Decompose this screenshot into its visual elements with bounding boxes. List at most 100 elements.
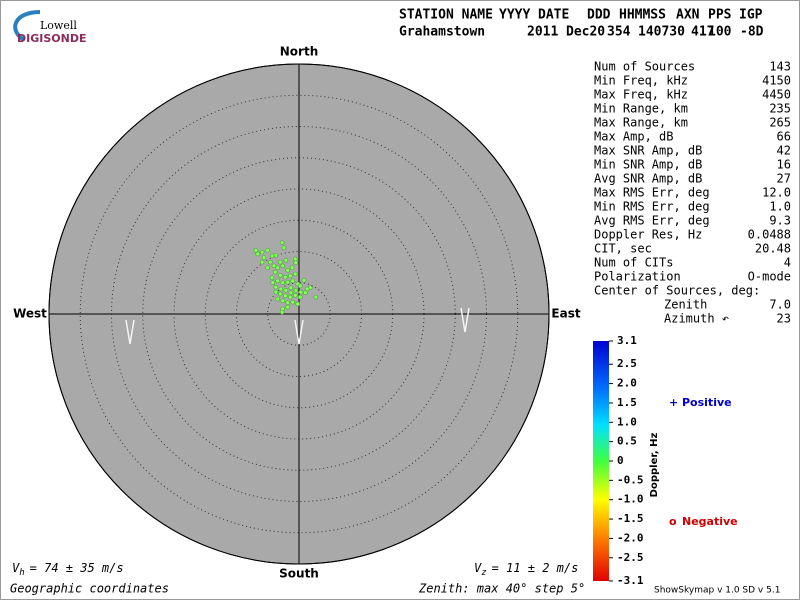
source-point (297, 283, 303, 289)
colorbar-tick-label: -2.0 (617, 531, 644, 544)
velocity-text: = 74 ± 35 m/s (30, 561, 124, 575)
stat-label: Min SNR Amp, dB (594, 158, 702, 172)
colorbar-tick-label: 2.5 (617, 357, 637, 370)
source-point (280, 280, 286, 286)
header-value: Grahamstown (399, 25, 485, 40)
source-point (271, 263, 277, 269)
colorbar-tick-label: 2.0 (617, 377, 637, 390)
source-point (304, 286, 310, 292)
compass-north: North (280, 45, 318, 59)
header-label: HHMMSS (619, 8, 666, 23)
header-value: -8D (740, 25, 764, 40)
version-note: ShowSkymap v 1.0 SD v 5.1 (654, 586, 780, 596)
colorbar-tick-label: -1.0 (617, 493, 644, 506)
source-point (288, 285, 294, 291)
source-point (253, 247, 259, 253)
compass-east: East (551, 307, 580, 321)
header-label: YYYY (499, 8, 530, 23)
stat-label: CIT, sec (594, 242, 652, 256)
logo-bottom: DIGISONDE (17, 32, 86, 45)
stat-value: 1.0 (769, 200, 791, 214)
source-point (302, 290, 308, 296)
source-point (259, 249, 265, 255)
source-point (280, 298, 286, 304)
source-point (301, 277, 307, 283)
source-point (259, 259, 265, 265)
header-value: Dec20 (566, 25, 605, 40)
colorbar-tick-label: 1.5 (617, 396, 637, 409)
zenith-note: Zenith: max 40° step 5° (418, 582, 585, 596)
source-point (279, 309, 285, 315)
source-point (282, 293, 288, 299)
stat-value: 20.48 (755, 242, 791, 256)
colorbar-tick-label: -1.5 (617, 512, 644, 525)
stat-value: 235 (769, 102, 791, 116)
colorbar-tick-label: 1.0 (617, 415, 637, 428)
stat-label: Doppler Res, Hz (594, 228, 702, 242)
source-point (292, 256, 298, 262)
colorbar-tick-label: -2.5 (617, 551, 644, 564)
source-point (279, 240, 285, 246)
source-point (285, 279, 291, 285)
source-point (255, 251, 261, 257)
colorbar-tick-label: 0 (617, 454, 624, 467)
header-value: 354 (607, 25, 631, 40)
source-point (283, 287, 289, 293)
compass-south: South (279, 567, 319, 581)
colorbar-tick-label: 0.5 (617, 435, 637, 448)
stat-value: 0.0488 (748, 228, 791, 242)
source-point (290, 278, 296, 284)
source-point (313, 294, 319, 300)
source-point (285, 300, 291, 306)
stats: Num of Sources 143 Min Freq, kHz 4150 Max Fr… (594, 60, 791, 588)
source-point (298, 289, 304, 295)
source-point (280, 263, 286, 269)
source-point (288, 290, 294, 296)
source-point (275, 296, 281, 302)
source-point (265, 265, 271, 271)
velocity-sub: h (19, 568, 24, 578)
source-point (289, 265, 295, 271)
source-point (269, 275, 275, 281)
stat-value: O-mode (748, 270, 791, 284)
source-point (297, 294, 303, 300)
stat-value: 4150 (762, 74, 791, 88)
source-point (277, 291, 283, 297)
stat-value: 265 (769, 116, 791, 130)
header-label: STATION NAME (399, 8, 493, 23)
source-point (270, 280, 276, 286)
header-label: DDD (587, 8, 611, 23)
stat-label: Max Amp, dB (594, 130, 673, 144)
stat-value: 4 (784, 256, 791, 270)
colorbar-tick-label: -0.5 (617, 473, 644, 486)
skymap: North South West East (13, 45, 581, 581)
stat-label: Num of CITs (594, 256, 673, 270)
antenna-mark (125, 319, 135, 345)
source-point (275, 265, 281, 271)
antenna-mark (460, 307, 470, 333)
stat-value: 12.0 (762, 186, 791, 200)
velocity-symbol: V (12, 561, 20, 575)
legend-name: Negative (682, 515, 738, 528)
compass-west: West (13, 307, 47, 321)
source-point (292, 292, 298, 298)
stat-label: Max SNR Amp, dB (594, 144, 702, 158)
source-point (285, 267, 291, 273)
header-label: PPS (708, 8, 732, 23)
source-point (272, 269, 278, 275)
velocity-symbol: V (474, 561, 482, 575)
header-value: 140730 (638, 25, 685, 40)
source-point (275, 278, 281, 284)
colorbar-label: Doppler, Hz (649, 433, 660, 498)
stat-value: 16 (777, 158, 791, 172)
header-value: 2011 (527, 25, 558, 40)
stat-value: 42 (777, 144, 791, 158)
header: STATION NAME YYYY DATE DDD HHMMSS AXN PPS IGP Gr… (399, 8, 764, 40)
stat-value: 9.3 (769, 214, 791, 228)
legend-name: Positive (682, 396, 732, 409)
source-point (269, 253, 275, 259)
stat-label: Num of Sources (594, 60, 695, 74)
source-point (277, 272, 283, 278)
stat-label: Min Freq, kHz (594, 74, 688, 88)
